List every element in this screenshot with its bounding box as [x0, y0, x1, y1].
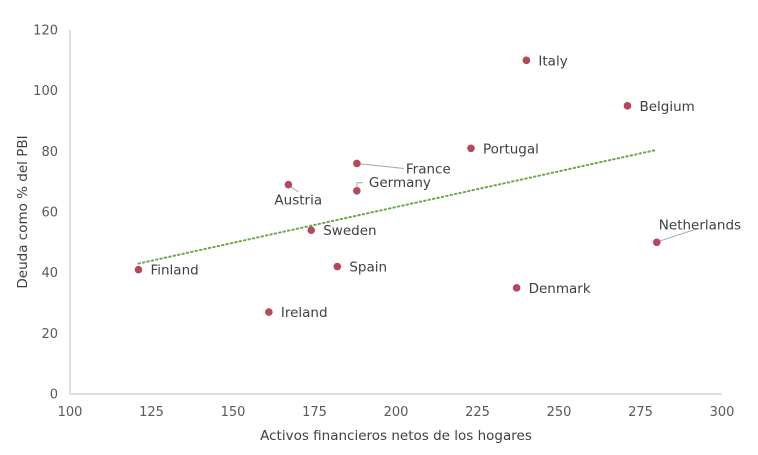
data-point-finland: [134, 265, 143, 274]
point-label-portugal: Portugal: [483, 141, 539, 157]
leader-line-france: [356, 162, 404, 169]
point-label-sweden: Sweden: [323, 223, 376, 239]
data-point-belgium: [623, 102, 632, 110]
point-label-ireland: Ireland: [281, 305, 328, 321]
data-point-france: [353, 159, 361, 168]
point-label-austria: Austria: [274, 193, 322, 209]
x-tick-label: 150: [221, 405, 246, 420]
x-tick-label: 250: [547, 405, 572, 420]
x-tick-label: 300: [710, 405, 735, 420]
y-tick-label: 0: [50, 388, 58, 403]
x-tick-label: 100: [58, 405, 83, 420]
y-tick-label: 80: [41, 145, 58, 160]
y-tick-label: 40: [41, 266, 58, 281]
leader-line-netherlands: [658, 227, 699, 242]
point-label-spain: Spain: [349, 260, 387, 276]
data-point-germany: [353, 186, 361, 195]
x-axis-title: Activos financieros netos de los hogares: [260, 428, 532, 444]
data-point-ireland: [265, 308, 273, 316]
leader-line-austria: [290, 186, 299, 193]
point-label-germany: Germany: [369, 175, 431, 191]
data-point-spain: [333, 262, 342, 271]
trendline: [137, 148, 658, 265]
point-label-denmark: Denmark: [529, 281, 591, 297]
point-label-france: France: [406, 161, 451, 177]
y-tick-label: 100: [33, 84, 58, 99]
x-tick-label: 125: [139, 405, 164, 420]
y-tick-label: 60: [41, 206, 58, 221]
x-tick-label: 275: [628, 405, 653, 420]
data-point-austria: [284, 180, 293, 189]
y-tick-label: 120: [33, 24, 58, 39]
leader-line-germany: [356, 182, 363, 189]
data-point-italy: [522, 56, 531, 65]
data-point-portugal: [467, 144, 475, 153]
y-tick-label: 20: [41, 327, 58, 342]
x-tick-label: 175: [302, 405, 327, 420]
point-label-belgium: Belgium: [639, 99, 694, 115]
point-label-netherlands: Netherlands: [659, 217, 741, 233]
point-label-finland: Finland: [150, 263, 198, 279]
x-tick-label: 225: [465, 405, 490, 420]
data-point-denmark: [512, 284, 521, 292]
y-axis-title: Deuda como % del PBI: [15, 135, 31, 288]
point-label-italy: Italy: [538, 53, 567, 69]
x-tick-label: 200: [384, 405, 409, 420]
data-point-sweden: [307, 226, 316, 234]
data-point-netherlands: [653, 238, 661, 247]
